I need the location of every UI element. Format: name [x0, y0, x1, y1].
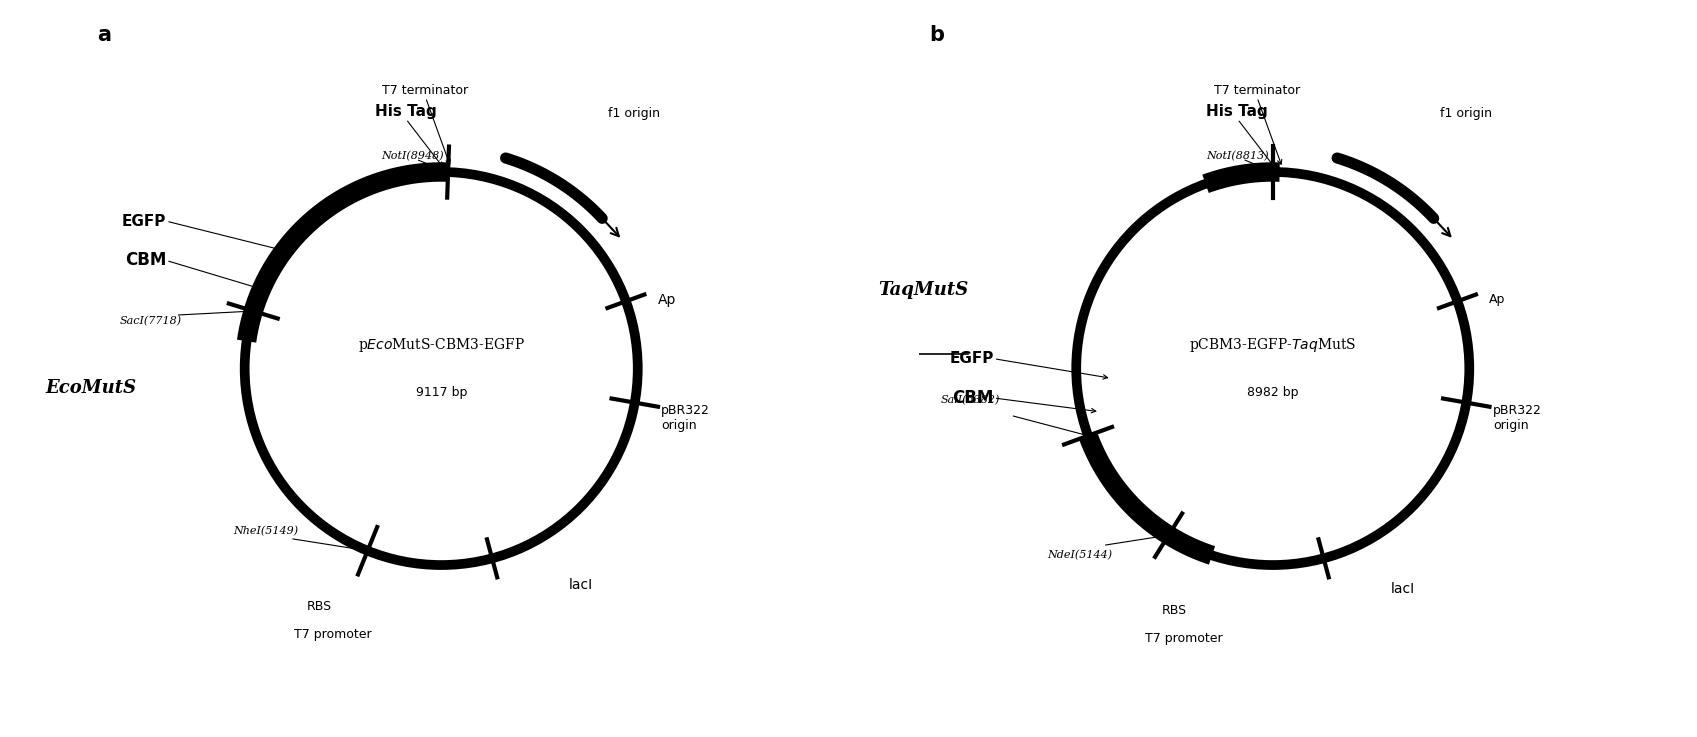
Text: lacI: lacI [568, 578, 592, 592]
Text: f1 origin: f1 origin [608, 107, 660, 119]
Text: Ap: Ap [1488, 293, 1505, 306]
Text: CBM: CBM [952, 389, 994, 407]
Text: TaqMutS: TaqMutS [877, 281, 967, 299]
Text: His Tag: His Tag [375, 104, 436, 119]
Text: pCBM3-EGFP-$\it{Taq}$MutS: pCBM3-EGFP-$\it{Taq}$MutS [1190, 336, 1356, 354]
Text: NheI(5149): NheI(5149) [232, 526, 299, 537]
Text: T7 terminator: T7 terminator [382, 84, 468, 97]
Text: CBM: CBM [124, 251, 166, 270]
Text: pBR322
origin: pBR322 origin [1493, 404, 1543, 432]
Text: lacI: lacI [1390, 581, 1415, 595]
Text: p$\it{Eco}$MutS-CBM3-EGFP: p$\it{Eco}$MutS-CBM3-EGFP [358, 336, 524, 354]
Text: NotI(8813): NotI(8813) [1207, 151, 1269, 161]
Text: NotI(8948): NotI(8948) [382, 151, 445, 161]
Text: RBS: RBS [1162, 604, 1186, 618]
Text: NdeI(5144): NdeI(5144) [1047, 550, 1113, 560]
Text: 8982 bp: 8982 bp [1247, 385, 1298, 399]
Text: b: b [928, 24, 944, 44]
Text: EcoMutS: EcoMutS [46, 379, 136, 397]
Text: T7 promoter: T7 promoter [294, 628, 372, 641]
Text: SalI(6382): SalI(6382) [940, 395, 1000, 405]
Text: His Tag: His Tag [1207, 104, 1268, 119]
Text: Ap: Ap [657, 293, 675, 307]
Text: EGFP: EGFP [949, 351, 994, 366]
Text: EGFP: EGFP [122, 214, 166, 228]
Text: a: a [97, 24, 112, 44]
Text: T7 promoter: T7 promoter [1145, 632, 1224, 645]
Text: T7 terminator: T7 terminator [1213, 84, 1300, 97]
Text: SacI(7718): SacI(7718) [120, 315, 182, 326]
Text: RBS: RBS [307, 601, 333, 613]
Text: 9117 bp: 9117 bp [416, 385, 467, 399]
Text: f1 origin: f1 origin [1439, 107, 1492, 119]
Text: pBR322
origin: pBR322 origin [662, 404, 711, 432]
